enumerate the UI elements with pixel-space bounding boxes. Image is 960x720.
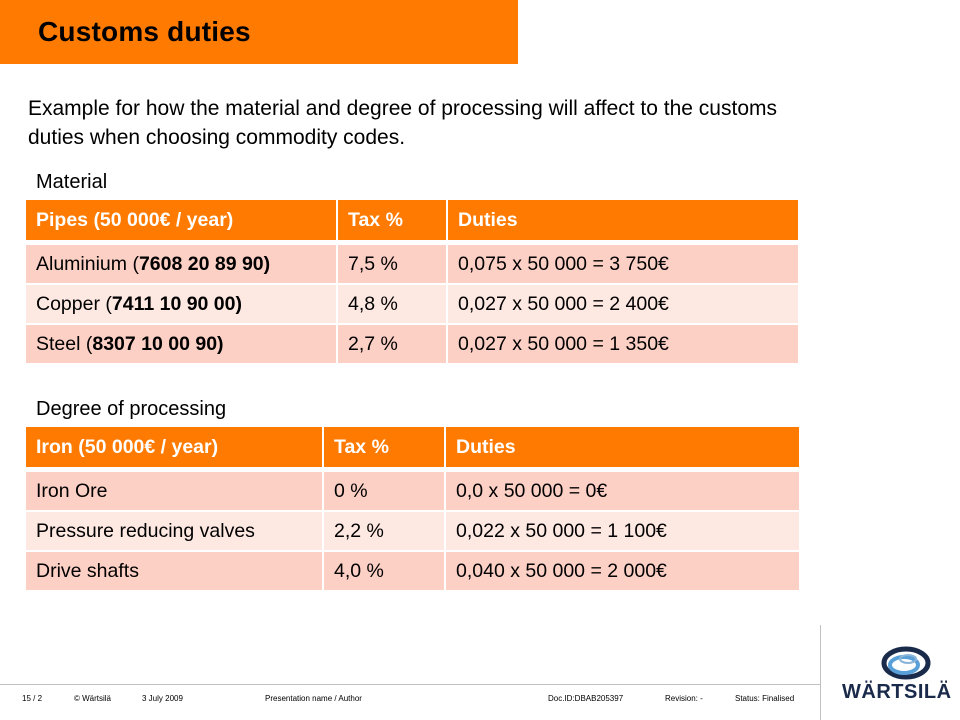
presentation-author: Presentation name / Author — [265, 694, 362, 703]
column-header: Duties — [446, 427, 799, 470]
duties-cell: 0,027 x 50 000 = 1 350€ — [448, 325, 798, 363]
document-id: Doc.ID:DBAB205397 — [548, 694, 624, 703]
tax-cell: 2,2 % — [324, 512, 444, 550]
table-header-row: Pipes (50 000€ / year) Tax % Duties — [26, 200, 798, 243]
copyright: © Wärtsilä — [74, 694, 112, 703]
table-row: Pressure reducing valves 2,2 % 0,022 x 5… — [26, 512, 799, 550]
column-header: Duties — [448, 200, 798, 243]
tax-cell: 7,5 % — [338, 245, 446, 283]
table-row: Iron Ore 0 % 0,0 x 50 000 = 0€ — [26, 472, 799, 510]
slide-title: Customs duties — [38, 16, 251, 47]
column-header: Tax % — [324, 427, 444, 470]
tax-cell: 0 % — [324, 472, 444, 510]
table-row: Copper (7411 10 90 00) 4,8 % 0,027 x 50 … — [26, 285, 798, 323]
duties-cell: 0,027 x 50 000 = 2 400€ — [448, 285, 798, 323]
processing-label: Degree of processing — [36, 398, 227, 420]
material-cell: Copper (7411 10 90 00) — [26, 285, 336, 323]
commodity-code: 7411 10 90 00) — [111, 292, 242, 315]
logo-text: WÄRTSILÄ — [842, 681, 952, 703]
duties-cell: 0,022 x 50 000 = 1 100€ — [446, 512, 799, 550]
table-row: Steel (8307 10 00 90) 2,7 % 0,027 x 50 0… — [26, 325, 798, 363]
title-bar: Customs duties — [0, 0, 518, 64]
column-header: Iron (50 000€ / year) — [26, 427, 322, 470]
column-header: Pipes (50 000€ / year) — [26, 200, 336, 243]
wartsila-logo: WÄRTSILÄ — [842, 645, 951, 705]
footer-divider — [0, 684, 820, 685]
footer-vertical-divider — [820, 625, 821, 720]
tax-cell: 2,7 % — [338, 325, 446, 363]
item-cell: Pressure reducing valves — [26, 512, 322, 550]
item-cell: Drive shafts — [26, 552, 322, 590]
material-label: Material — [36, 171, 108, 193]
material-table: Pipes (50 000€ / year) Tax % Duties Alum… — [24, 198, 800, 365]
item-cell: Iron Ore — [26, 472, 322, 510]
duties-cell: 0,040 x 50 000 = 2 000€ — [446, 552, 799, 590]
material-cell: Steel (8307 10 00 90) — [26, 325, 336, 363]
duties-cell: 0,0 x 50 000 = 0€ — [446, 472, 799, 510]
logo-swirl-icon — [881, 646, 931, 680]
tax-cell: 4,0 % — [324, 552, 444, 590]
table-row: Aluminium (7608 20 89 90) 7,5 % 0,075 x … — [26, 245, 798, 283]
table-row: Drive shafts 4,0 % 0,040 x 50 000 = 2 00… — [26, 552, 799, 590]
footer-date: 3 July 2009 — [142, 694, 183, 703]
tax-cell: 4,8 % — [338, 285, 446, 323]
intro-text: Example for how the material and degree … — [28, 97, 777, 149]
page-number: 15 / 2 — [22, 694, 43, 703]
status: Status: Finalised — [735, 694, 795, 703]
column-header: Tax % — [338, 200, 446, 243]
processing-table: Iron (50 000€ / year) Tax % Duties Iron … — [24, 425, 801, 592]
duties-cell: 0,075 x 50 000 = 3 750€ — [448, 245, 798, 283]
revision: Revision: - — [665, 694, 703, 703]
commodity-code: 8307 10 00 90) — [92, 332, 224, 355]
table-header-row: Iron (50 000€ / year) Tax % Duties — [26, 427, 799, 470]
material-cell: Aluminium (7608 20 89 90) — [26, 245, 336, 283]
commodity-code: 7608 20 89 90) — [138, 252, 271, 275]
